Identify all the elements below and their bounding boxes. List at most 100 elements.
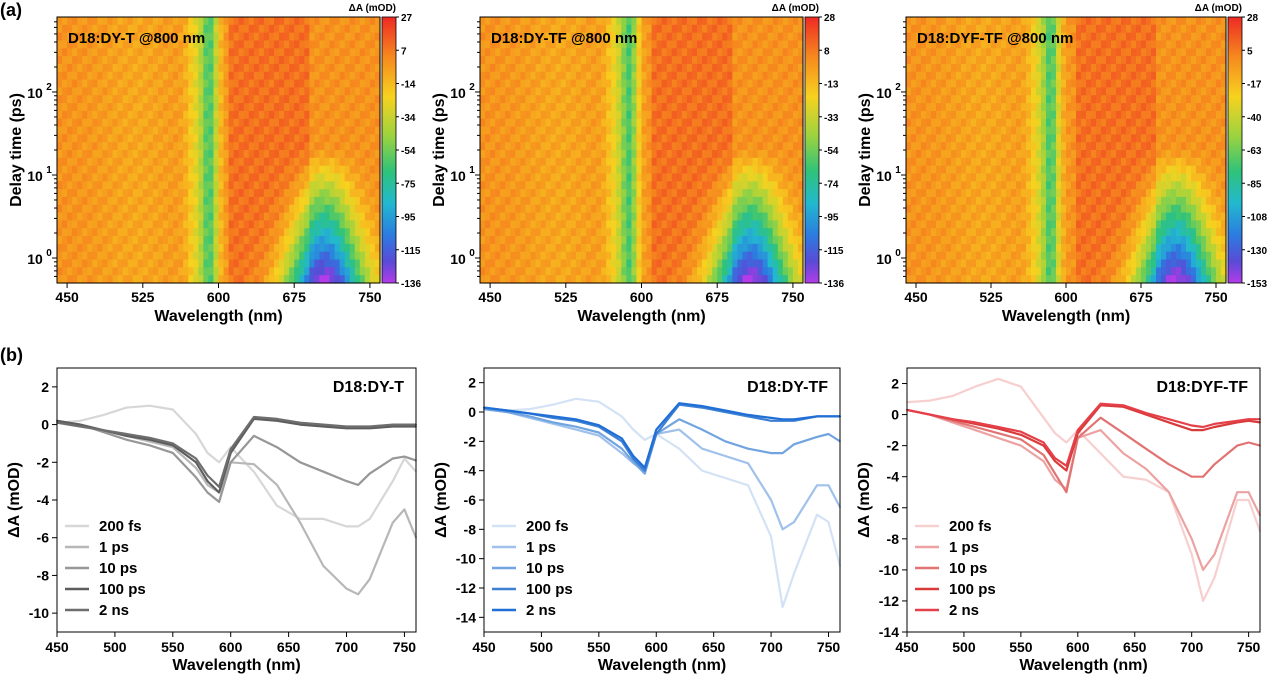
heatmap-cell [349, 110, 356, 120]
heatmap-cell [289, 157, 295, 167]
heatmap-cell [147, 157, 154, 167]
heatmap-cell [309, 165, 315, 175]
heatmap-cell [77, 204, 83, 214]
heatmap-cell [213, 110, 220, 120]
heatmap-cell [122, 142, 129, 151]
heatmap-cell [329, 259, 336, 268]
heatmap-cell [976, 32, 982, 42]
heatmap-cell [62, 228, 68, 237]
heatmap-cell [92, 63, 98, 73]
heatmap-cell [702, 110, 708, 120]
heatmap-cell [545, 103, 552, 112]
heatmap-cell [183, 243, 189, 253]
heatmap-cell [87, 165, 93, 175]
heatmap-cell [916, 24, 922, 34]
heatmap-cell [1116, 40, 1122, 49]
heatmap-cell [631, 17, 638, 26]
heatmap-cell [575, 79, 582, 89]
heatmap-cell [162, 103, 169, 112]
heatmap-cell [626, 204, 633, 214]
heatmap-cell [636, 56, 643, 65]
heatmap-cell [77, 259, 83, 268]
heatmap-cell [67, 259, 73, 268]
heatmap-cell [208, 48, 215, 57]
heatmap-cell [601, 220, 607, 229]
heatmap-cell [213, 150, 220, 159]
heatmap-cell [991, 48, 997, 57]
heatmap-cell [162, 189, 169, 198]
heatmap-cell [294, 56, 300, 65]
heatmap-cell [284, 110, 290, 120]
heatmap-cell [233, 71, 240, 81]
heatmap-cell [646, 204, 653, 214]
heatmap-cell [976, 24, 982, 34]
heatmap-cell [127, 110, 134, 120]
heatmap-cell [747, 48, 754, 57]
heatmap-cell [911, 24, 917, 34]
heatmap-cell [253, 212, 260, 222]
heatmap-cell [137, 165, 144, 175]
heatmap-cell [162, 56, 169, 65]
heatmap-cell [727, 212, 733, 222]
heatmap-cell [223, 228, 230, 237]
heatmap-cell [717, 48, 723, 57]
heatmap-cell [525, 95, 532, 104]
heatmap-cell [986, 71, 992, 81]
heatmap-cell [550, 17, 557, 26]
heatmap-cell [1171, 24, 1177, 34]
heatmap-cell [722, 243, 728, 253]
heatmap-cell [515, 267, 521, 276]
heatmap-cell [742, 95, 749, 104]
heatmap-cell [732, 267, 738, 276]
heatmap-cell [309, 71, 315, 81]
heatmap-cell [299, 71, 305, 81]
heatmap-cell [142, 63, 149, 73]
heatmap-cell [782, 24, 789, 34]
heatmap-cell [1001, 71, 1007, 81]
heatmap-cell [284, 157, 290, 167]
heatmap-cell [656, 157, 663, 167]
colorbar-tick-label: -34 [401, 113, 416, 124]
heatmap-cell [334, 95, 341, 104]
heatmap-cell [183, 189, 189, 198]
heatmap-cell [218, 56, 225, 65]
heatmap-cell [797, 71, 804, 81]
heatmap-cell [117, 56, 124, 65]
heatmap-cell [213, 212, 220, 222]
heatmap-cell [183, 32, 189, 42]
heatmap-cell [329, 150, 336, 159]
heatmap-cell [575, 157, 582, 167]
heatmap-cell [490, 63, 496, 73]
heatmap-cell [737, 204, 744, 214]
heatmap-cell [1111, 24, 1117, 34]
heatmap-cell [87, 275, 93, 284]
heatmap-cell [294, 87, 300, 96]
heatmap-cell [279, 32, 285, 42]
heatmap-cell [926, 40, 932, 49]
heatmap-cell [57, 196, 63, 206]
heatmap-cell [173, 267, 179, 276]
heatmap-cell [1001, 17, 1007, 26]
heatmap-cell [349, 267, 356, 276]
heatmap-cell [334, 189, 341, 198]
heatmap-cell [641, 71, 648, 81]
heatmap-cell [183, 275, 189, 284]
heatmap-cell [545, 251, 552, 261]
heatmap-cell [585, 134, 592, 143]
heatmap-cell [727, 142, 733, 151]
heatmap-cell [72, 196, 78, 206]
heatmap-cell [289, 259, 295, 268]
heatmap-cell [1191, 48, 1197, 57]
heatmap-cell [707, 32, 713, 42]
heatmap-cell [314, 275, 321, 284]
heatmap-cell [656, 87, 663, 96]
heatmap-cell [294, 24, 300, 34]
heatmap-cell [666, 56, 673, 65]
heatmap-cell [349, 71, 356, 81]
heatmap-cell [762, 165, 769, 175]
heatmap-cell [344, 79, 351, 89]
heatmap-cell [797, 118, 804, 128]
heatmap-cell [92, 118, 98, 128]
heatmap-cell [555, 275, 562, 284]
heatmap-cell [727, 204, 733, 214]
